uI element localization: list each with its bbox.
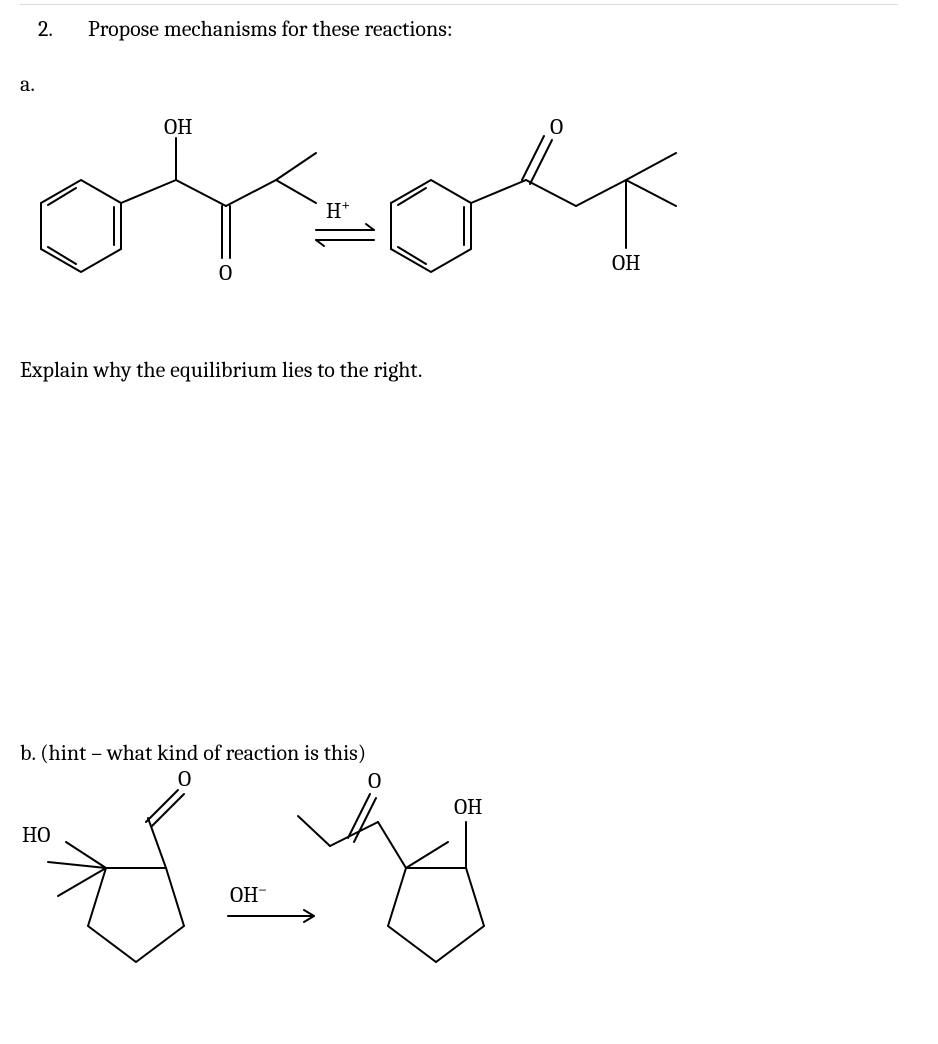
label-o-right: O <box>550 118 563 140</box>
label-oh-left: OH <box>164 118 193 140</box>
bond <box>121 180 176 203</box>
reaction-a-svg: OH O O OH H+ <box>26 118 686 328</box>
bond <box>378 822 406 868</box>
question-text: Propose mechanisms for these reactions: <box>88 16 453 42</box>
bond <box>406 842 448 868</box>
reagent-oh-b: OH– <box>230 880 267 908</box>
label-o-bleft: O <box>178 766 191 792</box>
cyclopentane-right <box>388 868 484 962</box>
part-a-label: a. <box>20 71 35 97</box>
benzene-left <box>41 180 121 272</box>
bond <box>176 180 226 206</box>
reaction-b-svg: O HO OH– O OH <box>18 766 568 986</box>
reagent-h: H+ <box>326 196 350 224</box>
label-ho-b: HO <box>22 822 51 848</box>
part-b-label: b. (hint – what kind of reaction is this… <box>20 740 366 766</box>
bond <box>298 816 330 846</box>
bond <box>276 153 316 180</box>
question-number: 2. <box>38 16 53 42</box>
label-o-bright: O <box>368 768 381 794</box>
aldehyde-dbl <box>146 790 184 826</box>
bond <box>148 818 166 868</box>
top-rule <box>20 4 898 5</box>
page: 2. Propose mechanisms for these reaction… <box>0 0 938 1044</box>
benzene-right <box>391 180 471 272</box>
cyclopentane-left <box>88 868 184 962</box>
label-oh-bright: OH <box>454 794 483 820</box>
reaction-arrow-b <box>228 910 314 922</box>
carbonyl-left <box>222 206 230 258</box>
bond <box>526 180 576 206</box>
bond <box>471 180 526 203</box>
bond <box>626 153 676 180</box>
label-o-left: O <box>219 260 232 286</box>
carbonyl-right <box>522 136 552 184</box>
label-oh-right: OH <box>612 250 641 276</box>
bond <box>576 180 626 206</box>
bond <box>626 180 676 206</box>
part-a-explain: Explain why the equilibrium lies to the … <box>20 357 422 383</box>
equilibrium-arrows <box>316 224 374 246</box>
bond <box>226 180 276 206</box>
bond <box>276 180 316 203</box>
